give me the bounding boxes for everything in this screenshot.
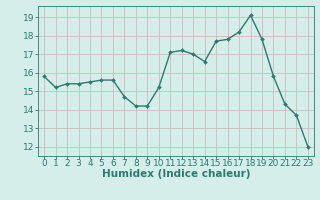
- X-axis label: Humidex (Indice chaleur): Humidex (Indice chaleur): [102, 169, 250, 179]
